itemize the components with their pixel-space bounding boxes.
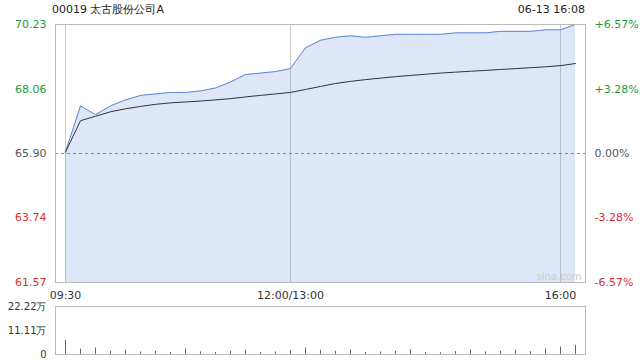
- svg-text:65.90: 65.90: [15, 147, 47, 160]
- svg-text:11.11万: 11.11万: [8, 325, 47, 336]
- svg-text:sina.com: sina.com: [537, 271, 582, 282]
- svg-text:+6.57%: +6.57%: [595, 18, 639, 31]
- svg-text:63.74: 63.74: [15, 211, 47, 224]
- svg-text:0: 0: [40, 349, 46, 360]
- svg-text:68.06: 68.06: [15, 83, 47, 96]
- svg-text:-6.57%: -6.57%: [595, 276, 634, 289]
- svg-text:09:30: 09:30: [50, 289, 82, 300]
- svg-text:12:00/13:00: 12:00/13:00: [257, 289, 324, 300]
- svg-text:61.57: 61.57: [15, 276, 47, 289]
- svg-text:+3.28%: +3.28%: [595, 83, 639, 96]
- svg-text:16:00: 16:00: [545, 289, 577, 300]
- svg-text:22.22万: 22.22万: [8, 301, 47, 312]
- svg-text:0.00%: 0.00%: [595, 147, 630, 160]
- html-text:06-13 16:08: 06-13 16:08: [517, 2, 585, 16]
- svg-text:70.23: 70.23: [15, 18, 47, 31]
- html-text:00019 太古股份公司A: 00019 太古股份公司A: [52, 2, 164, 16]
- svg-text:-3.28%: -3.28%: [595, 211, 634, 224]
